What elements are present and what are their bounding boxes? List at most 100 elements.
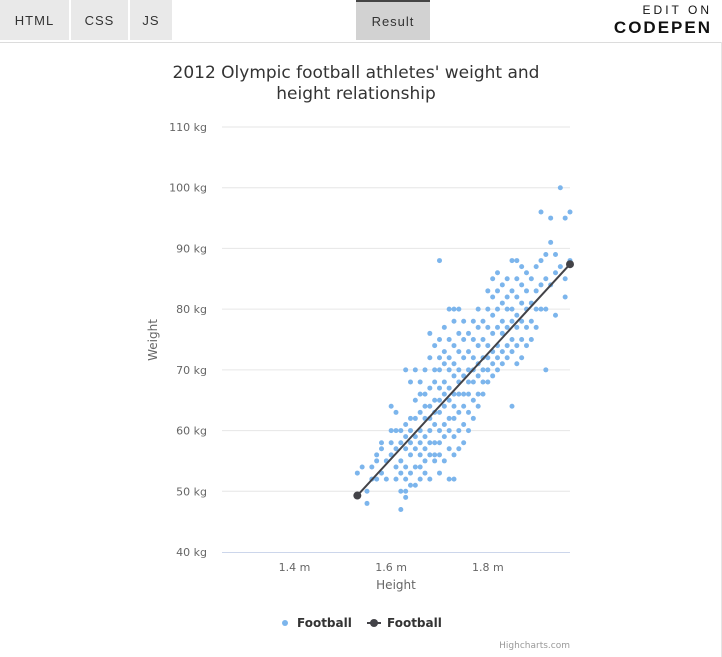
scatter-point[interactable] <box>398 428 404 434</box>
scatter-point[interactable] <box>369 464 375 470</box>
scatter-point[interactable] <box>403 476 409 482</box>
regression-point[interactable] <box>566 260 574 269</box>
scatter-point[interactable] <box>528 318 534 324</box>
scatter-point[interactable] <box>456 428 462 434</box>
scatter-point[interactable] <box>519 264 525 270</box>
scatter-point[interactable] <box>417 379 423 385</box>
scatter-point[interactable] <box>437 385 442 391</box>
scatter-point[interactable] <box>485 306 491 312</box>
scatter-point[interactable] <box>475 403 481 409</box>
scatter-point[interactable] <box>432 440 438 446</box>
scatter-point[interactable] <box>490 312 496 318</box>
legend-item-line[interactable]: Football <box>367 616 442 630</box>
scatter-point[interactable] <box>475 391 481 397</box>
scatter-point[interactable] <box>461 318 467 324</box>
scatter-point[interactable] <box>437 409 442 415</box>
scatter-point[interactable] <box>495 355 500 361</box>
scatter-point[interactable] <box>393 409 399 415</box>
scatter-point[interactable] <box>441 324 447 330</box>
scatter-point[interactable] <box>451 476 457 482</box>
scatter-point[interactable] <box>533 306 539 312</box>
scatter-point[interactable] <box>417 391 423 397</box>
scatter-point[interactable] <box>499 282 505 288</box>
scatter-point[interactable] <box>408 482 413 488</box>
scatter-point[interactable] <box>437 470 442 476</box>
scatter-point[interactable] <box>456 391 462 397</box>
scatter-point[interactable] <box>393 476 399 482</box>
scatter-point[interactable] <box>403 488 409 494</box>
scatter-point[interactable] <box>441 458 447 464</box>
scatter-point[interactable] <box>553 252 558 257</box>
scatter-point[interactable] <box>427 355 433 361</box>
scatter-point[interactable] <box>422 367 428 373</box>
scatter-point[interactable] <box>379 440 384 446</box>
scatter-point[interactable] <box>524 343 529 349</box>
scatter-point[interactable] <box>446 476 452 482</box>
scatter-point[interactable] <box>490 330 496 336</box>
scatter-point[interactable] <box>432 452 438 458</box>
scatter-point[interactable] <box>398 458 404 464</box>
scatter-point[interactable] <box>432 422 438 427</box>
scatter-point[interactable] <box>475 306 481 312</box>
scatter-point[interactable] <box>393 446 399 452</box>
scatter-point[interactable] <box>466 330 471 336</box>
scatter-point[interactable] <box>388 428 394 434</box>
scatter-point[interactable] <box>499 330 505 336</box>
scatter-point[interactable] <box>533 324 539 330</box>
scatter-point[interactable] <box>427 440 433 446</box>
scatter-point[interactable] <box>451 373 457 379</box>
scatter-point[interactable] <box>441 403 447 409</box>
scatter-point[interactable] <box>562 276 568 282</box>
scatter-point[interactable] <box>412 464 418 470</box>
scatter-point[interactable] <box>451 415 457 421</box>
scatter-point[interactable] <box>441 422 447 427</box>
scatter-point[interactable] <box>528 337 534 342</box>
scatter-point[interactable] <box>412 446 418 452</box>
scatter-point[interactable] <box>446 367 452 373</box>
scatter-point[interactable] <box>456 330 462 336</box>
scatter-point[interactable] <box>437 397 442 403</box>
scatter-point[interactable] <box>432 458 438 464</box>
scatter-point[interactable] <box>480 379 486 385</box>
scatter-point[interactable] <box>451 306 457 312</box>
scatter-point[interactable] <box>446 355 452 361</box>
scatter-point[interactable] <box>557 185 563 191</box>
scatter-point[interactable] <box>398 470 404 476</box>
scatter-point[interactable] <box>398 507 404 512</box>
scatter-point[interactable] <box>412 482 418 488</box>
scatter-point[interactable] <box>437 452 442 458</box>
scatter-point[interactable] <box>466 367 471 373</box>
scatter-point[interactable] <box>446 385 452 391</box>
scatter-point[interactable] <box>388 403 394 409</box>
scatter-point[interactable] <box>495 324 500 330</box>
tab-html[interactable]: HTML <box>0 0 70 40</box>
scatter-point[interactable] <box>383 476 389 482</box>
scatter-point[interactable] <box>422 391 428 397</box>
scatter-point[interactable] <box>398 488 404 494</box>
scatter-point[interactable] <box>485 367 491 373</box>
scatter-point[interactable] <box>412 397 418 403</box>
scatter-point[interactable] <box>553 270 558 276</box>
scatter-point[interactable] <box>519 318 525 324</box>
scatter-point[interactable] <box>466 379 471 385</box>
scatter-point[interactable] <box>495 367 500 373</box>
scatter-point[interactable] <box>490 276 496 282</box>
scatter-point[interactable] <box>374 452 380 458</box>
scatter-point[interactable] <box>533 288 539 294</box>
scatter-point[interactable] <box>504 306 510 312</box>
scatter-point[interactable] <box>403 422 409 427</box>
scatter-point[interactable] <box>422 403 428 409</box>
scatter-point[interactable] <box>548 215 554 221</box>
scatter-point[interactable] <box>408 415 413 421</box>
scatter-point[interactable] <box>427 330 433 336</box>
tab-js[interactable]: JS <box>130 0 173 40</box>
scatter-point[interactable] <box>379 446 384 452</box>
scatter-point[interactable] <box>417 452 423 458</box>
scatter-point[interactable] <box>441 434 447 440</box>
scatter-point[interactable] <box>470 355 476 361</box>
scatter-point[interactable] <box>403 367 409 373</box>
scatter-point[interactable] <box>461 403 467 409</box>
scatter-point[interactable] <box>499 349 505 355</box>
scatter-point[interactable] <box>451 361 457 367</box>
scatter-point[interactable] <box>408 440 413 446</box>
